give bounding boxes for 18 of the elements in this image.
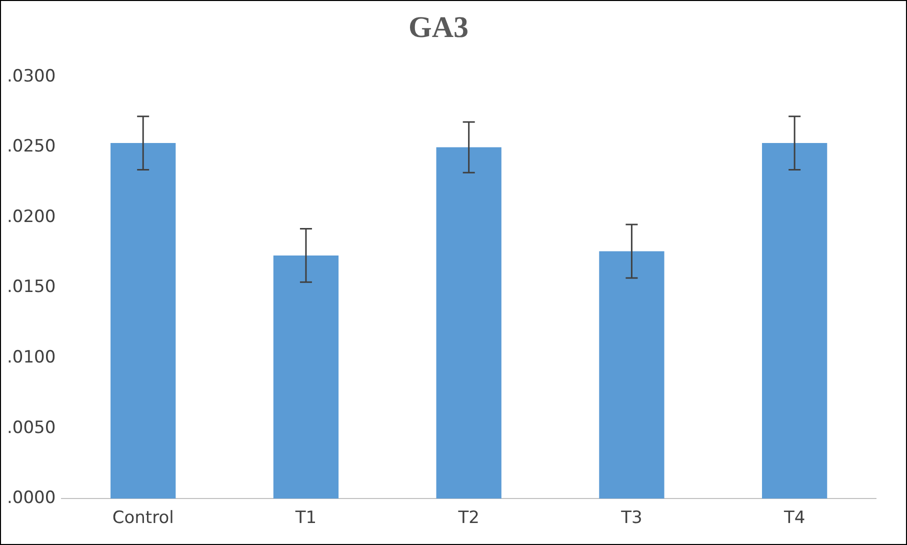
bar <box>273 255 339 499</box>
x-tick-label: T2 <box>457 508 480 528</box>
y-tick-label: .0200 <box>6 206 56 227</box>
x-tick-label: Control <box>112 508 174 528</box>
x-tick-label: T4 <box>782 508 806 528</box>
x-tick-label: T3 <box>620 508 642 528</box>
bar <box>599 251 664 499</box>
y-tick-label: .0100 <box>6 347 56 368</box>
y-tick-label: .0250 <box>6 136 56 157</box>
y-tick-label: .0000 <box>6 488 56 508</box>
y-tick-label: .0300 <box>6 66 56 86</box>
bar <box>762 143 828 499</box>
chart-title: GA3 <box>408 10 468 44</box>
y-tick-label: .0050 <box>6 418 56 438</box>
bar <box>436 147 502 499</box>
bar <box>110 143 176 499</box>
y-tick-label: .0150 <box>6 277 56 298</box>
x-tick-label: T1 <box>294 508 317 528</box>
